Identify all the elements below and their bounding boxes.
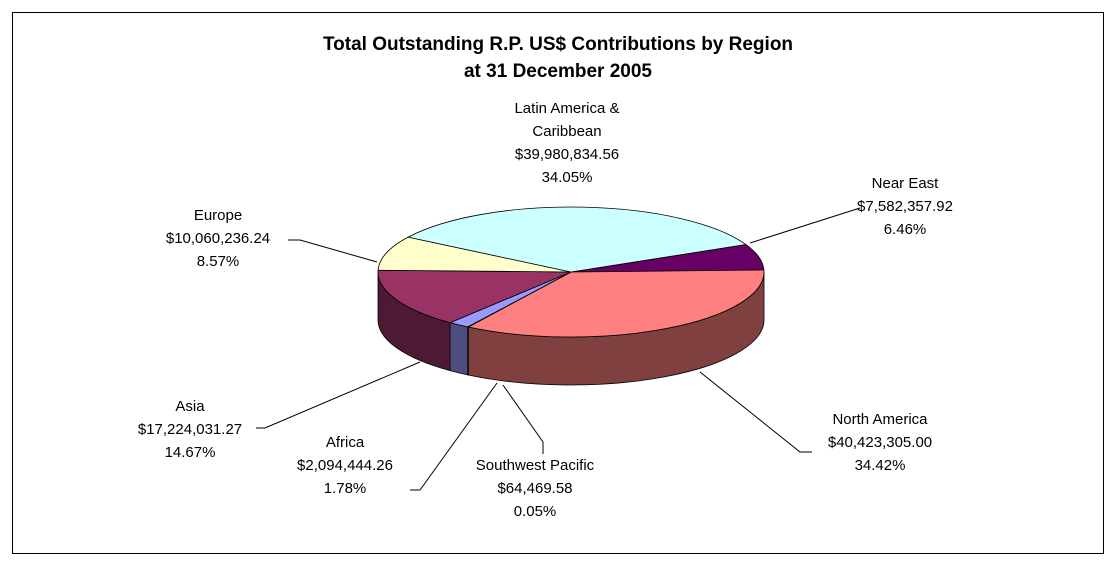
chart-frame xyxy=(12,12,1104,554)
label-value: $10,060,236.24 xyxy=(165,230,271,247)
label-name: Southwest Pacific xyxy=(475,457,595,474)
leader-line xyxy=(288,239,378,263)
slice xyxy=(467,269,765,338)
label-percent: 0.05% xyxy=(513,503,557,520)
label-value: $7,582,357.92 xyxy=(857,198,953,215)
data-label: North America $40,423,305.00 34.42% xyxy=(795,408,965,477)
label-percent: 6.46% xyxy=(883,221,927,238)
label-name: Europe xyxy=(193,207,243,224)
slice xyxy=(377,269,572,324)
data-label: Europe $10,060,236.24 8.57% xyxy=(143,204,293,273)
label-value: $2,094,444.26 xyxy=(297,457,393,474)
leader-line xyxy=(410,382,498,491)
slice xyxy=(406,206,747,273)
data-label: Southwest Pacific $64,469.58 0.05% xyxy=(450,454,620,523)
data-label: Latin America & Caribbean $39,980,834.56 3… xyxy=(487,97,647,189)
leader-line xyxy=(256,361,421,429)
label-value: $40,423,305.00 xyxy=(827,434,933,451)
label-value: $39,980,834.56 xyxy=(514,146,620,163)
label-name: Asia xyxy=(175,398,205,415)
chart-subtitle: at 31 December 2005 xyxy=(463,61,652,82)
label-name: Latin America & Caribbean xyxy=(514,100,620,140)
leader-line xyxy=(749,207,861,244)
label-percent: 14.67% xyxy=(164,444,216,461)
data-label: Near East $7,582,357.92 6.46% xyxy=(820,172,990,241)
label-name: Africa xyxy=(325,434,365,451)
label-percent: 1.78% xyxy=(323,480,367,497)
slice-side xyxy=(449,322,469,376)
leader-line xyxy=(699,371,812,453)
label-value: $64,469.58 xyxy=(497,480,573,497)
label-name: Near East xyxy=(871,175,939,192)
slice xyxy=(377,236,572,273)
label-value: $17,224,031.27 xyxy=(137,421,243,438)
leader-line xyxy=(502,384,544,454)
label-percent: 8.57% xyxy=(196,253,240,270)
label-name: North America xyxy=(832,411,928,428)
chart-title: Total Outstanding R.P. US$ Contributions… xyxy=(322,34,794,55)
data-label: Africa $2,094,444.26 1.78% xyxy=(270,431,420,500)
data-label: Asia $17,224,031.27 14.67% xyxy=(115,395,265,464)
label-percent: 34.05% xyxy=(541,169,593,186)
label-percent: 34.42% xyxy=(854,457,906,474)
